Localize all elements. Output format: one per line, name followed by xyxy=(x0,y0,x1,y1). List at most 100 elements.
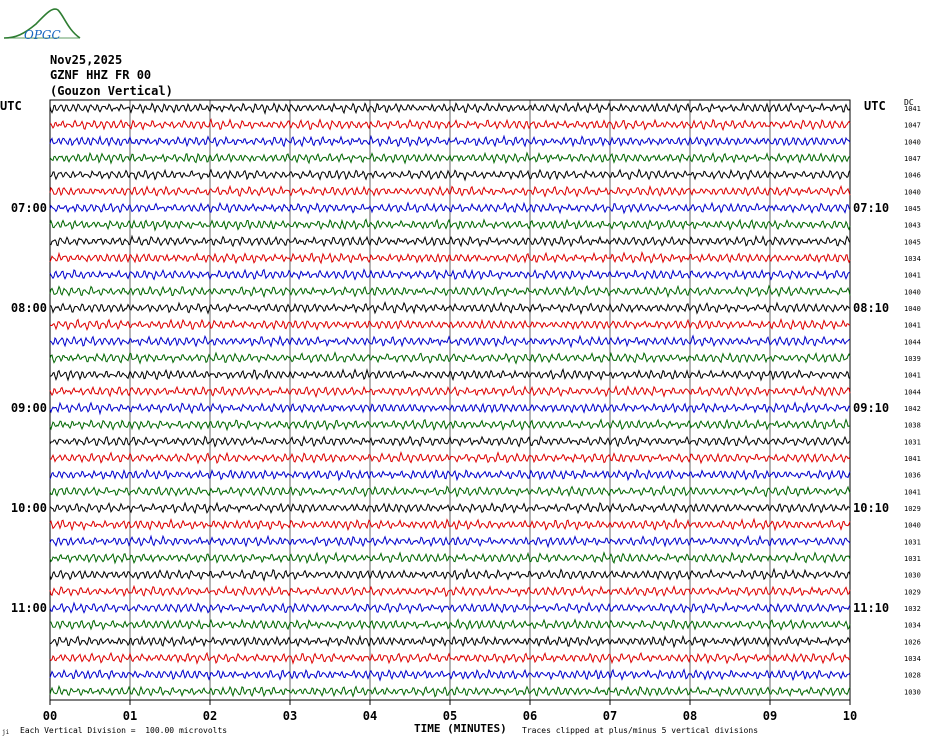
dc-column-label: DC xyxy=(904,98,914,107)
seismic-trace xyxy=(49,418,851,432)
seismic-trace xyxy=(49,451,851,465)
x-tick-label: 09 xyxy=(763,709,777,723)
dc-offset-label: 1034 xyxy=(904,622,921,630)
dc-offset-label: 1041 xyxy=(904,455,921,463)
seismic-trace xyxy=(49,151,851,165)
logo-mountain-icon: OPGC xyxy=(3,8,81,42)
dc-offset-label: 1029 xyxy=(904,505,921,513)
dc-offset-label: 1040 xyxy=(904,522,921,530)
dc-offset-label: 1041 xyxy=(904,272,921,280)
dc-offset-label: 1031 xyxy=(904,438,921,446)
hour-label-left: 11:00 xyxy=(11,601,47,615)
footer-mark: ji xyxy=(2,729,10,736)
seismic-trace xyxy=(49,368,851,382)
hour-label-right: 09:10 xyxy=(853,401,889,415)
plot-date: Nov25,2025 xyxy=(50,53,123,67)
seismic-trace xyxy=(49,384,851,399)
clip-note: Traces clipped at plus/minus 5 vertical … xyxy=(522,726,759,735)
dc-offset-label: 1040 xyxy=(904,305,921,313)
seismic-trace xyxy=(49,684,851,698)
opgc-logo: OPGC xyxy=(2,4,82,48)
dc-offset-label: 1041 xyxy=(904,322,921,330)
seismic-trace xyxy=(49,668,851,682)
dc-offset-label: 1044 xyxy=(904,338,921,346)
hour-label-left: 10:00 xyxy=(11,501,47,515)
dc-offset-label: 1047 xyxy=(904,155,921,163)
seismic-trace xyxy=(49,318,851,331)
dc-offset-label: 1030 xyxy=(904,688,921,696)
dc-offset-label: 1046 xyxy=(904,172,921,180)
seismic-trace xyxy=(49,551,851,565)
station-description: (Gouzon Vertical) xyxy=(50,84,173,98)
hour-label-right: 07:10 xyxy=(853,201,889,215)
seismic-trace xyxy=(49,567,851,582)
utc-label-right: UTC xyxy=(864,99,886,113)
seismic-trace xyxy=(49,517,851,532)
dc-offset-label: 1047 xyxy=(904,122,921,130)
x-tick-label: 10 xyxy=(843,709,857,723)
hour-label-left: 09:00 xyxy=(11,401,47,415)
seismic-trace xyxy=(49,218,851,232)
dc-offset-label: 1028 xyxy=(904,672,921,680)
seismic-trace xyxy=(49,201,851,215)
dc-offset-label: 1041 xyxy=(904,488,921,496)
dc-offset-label: 1043 xyxy=(904,222,921,230)
hour-label-right: 08:10 xyxy=(853,301,889,315)
seismic-trace xyxy=(49,434,851,448)
seismic-trace xyxy=(49,300,851,315)
seismic-trace xyxy=(49,118,851,132)
seismic-trace xyxy=(49,234,851,248)
seismic-trace xyxy=(49,651,851,665)
dc-offset-label: 1031 xyxy=(904,555,921,563)
x-tick-label: 04 xyxy=(363,709,377,723)
dc-offset-label: 1041 xyxy=(904,372,921,380)
x-tick-label: 06 xyxy=(523,709,537,723)
hour-label-right: 11:10 xyxy=(853,601,889,615)
dc-offset-label: 1029 xyxy=(904,588,921,596)
seismic-trace xyxy=(49,284,851,299)
dc-offset-label: 1040 xyxy=(904,138,921,146)
hour-label-right: 10:10 xyxy=(853,501,889,515)
dc-offset-label: 1042 xyxy=(904,405,921,413)
dc-offset-label: 1040 xyxy=(904,288,921,296)
seismic-trace xyxy=(49,534,851,549)
dc-offset-label: 1034 xyxy=(904,655,921,663)
seismic-trace xyxy=(49,268,851,281)
seismic-trace xyxy=(49,351,851,365)
dc-offset-label: 1036 xyxy=(904,472,921,480)
seismic-trace xyxy=(49,168,851,182)
dc-offset-label: 1038 xyxy=(904,422,921,430)
division-note: Each Vertical Division = 100.00 microvol… xyxy=(20,726,228,735)
seismic-trace xyxy=(49,468,851,482)
station-code: GZNF HHZ FR 00 xyxy=(50,68,152,82)
seismic-trace xyxy=(49,184,851,198)
seismic-trace xyxy=(49,601,851,615)
hour-label-left: 07:00 xyxy=(11,201,47,215)
seismic-trace xyxy=(49,501,851,515)
x-tick-label: 01 xyxy=(123,709,137,723)
seismic-trace xyxy=(49,401,851,416)
dc-offset-label: 1031 xyxy=(904,538,921,546)
dc-offset-label: 1034 xyxy=(904,255,921,263)
seismic-trace xyxy=(49,618,851,631)
x-tick-label: 00 xyxy=(43,709,57,723)
seismic-trace xyxy=(49,484,851,498)
dc-offset-label: 1026 xyxy=(904,638,921,646)
seismic-trace xyxy=(49,634,851,649)
logo-text: OPGC xyxy=(24,28,61,42)
x-tick-label: 03 xyxy=(283,709,297,723)
dc-offset-label: 1040 xyxy=(904,188,921,196)
dc-offset-label: 1044 xyxy=(904,388,921,396)
hour-label-left: 08:00 xyxy=(11,301,47,315)
seismic-trace xyxy=(49,134,851,148)
dc-offset-label: 1032 xyxy=(904,605,921,613)
dc-offset-label: 1030 xyxy=(904,572,921,580)
seismic-trace xyxy=(49,584,851,598)
dc-offset-label: 1039 xyxy=(904,355,921,363)
seismic-trace xyxy=(49,251,851,265)
x-tick-label: 05 xyxy=(443,709,457,723)
seismic-trace xyxy=(49,334,851,349)
x-axis-title: TIME (MINUTES) xyxy=(414,722,507,735)
x-tick-label: 07 xyxy=(603,709,617,723)
seismic-trace xyxy=(49,101,851,115)
